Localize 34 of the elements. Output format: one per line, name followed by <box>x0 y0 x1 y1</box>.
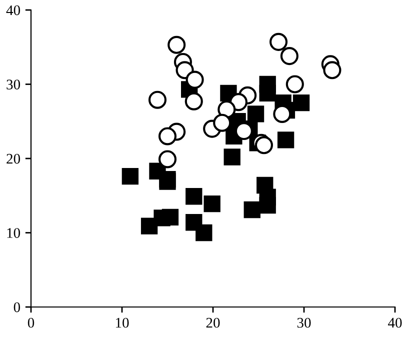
point <box>158 127 177 146</box>
point <box>158 150 177 168</box>
y-tick-label: 10 <box>7 228 20 238</box>
point <box>280 47 298 66</box>
y-tick-label: 0 <box>14 302 20 312</box>
x-tick-label: 20 <box>206 318 220 328</box>
point <box>159 173 176 190</box>
point <box>259 196 276 214</box>
x-tick-label: 40 <box>388 318 402 328</box>
point <box>323 61 342 80</box>
x-tick-label: 10 <box>116 318 129 328</box>
point <box>244 201 260 218</box>
x-tick-label: 30 <box>297 318 311 328</box>
point <box>247 106 264 122</box>
y-tick-label: 40 <box>6 5 20 16</box>
point <box>224 148 240 166</box>
point <box>204 195 220 212</box>
point <box>148 90 167 109</box>
point <box>269 32 288 51</box>
point <box>259 84 276 102</box>
point <box>292 94 310 112</box>
point <box>277 132 294 148</box>
y-tick-label: 30 <box>6 80 20 90</box>
point <box>186 70 204 89</box>
point <box>184 92 203 110</box>
point <box>196 224 212 242</box>
point <box>140 218 158 234</box>
point <box>286 75 304 94</box>
point <box>186 188 202 205</box>
point <box>213 114 232 132</box>
y-tick-label: 20 <box>6 154 20 164</box>
point <box>168 36 186 54</box>
point <box>122 168 139 185</box>
x-tick-label: 0 <box>28 318 34 328</box>
